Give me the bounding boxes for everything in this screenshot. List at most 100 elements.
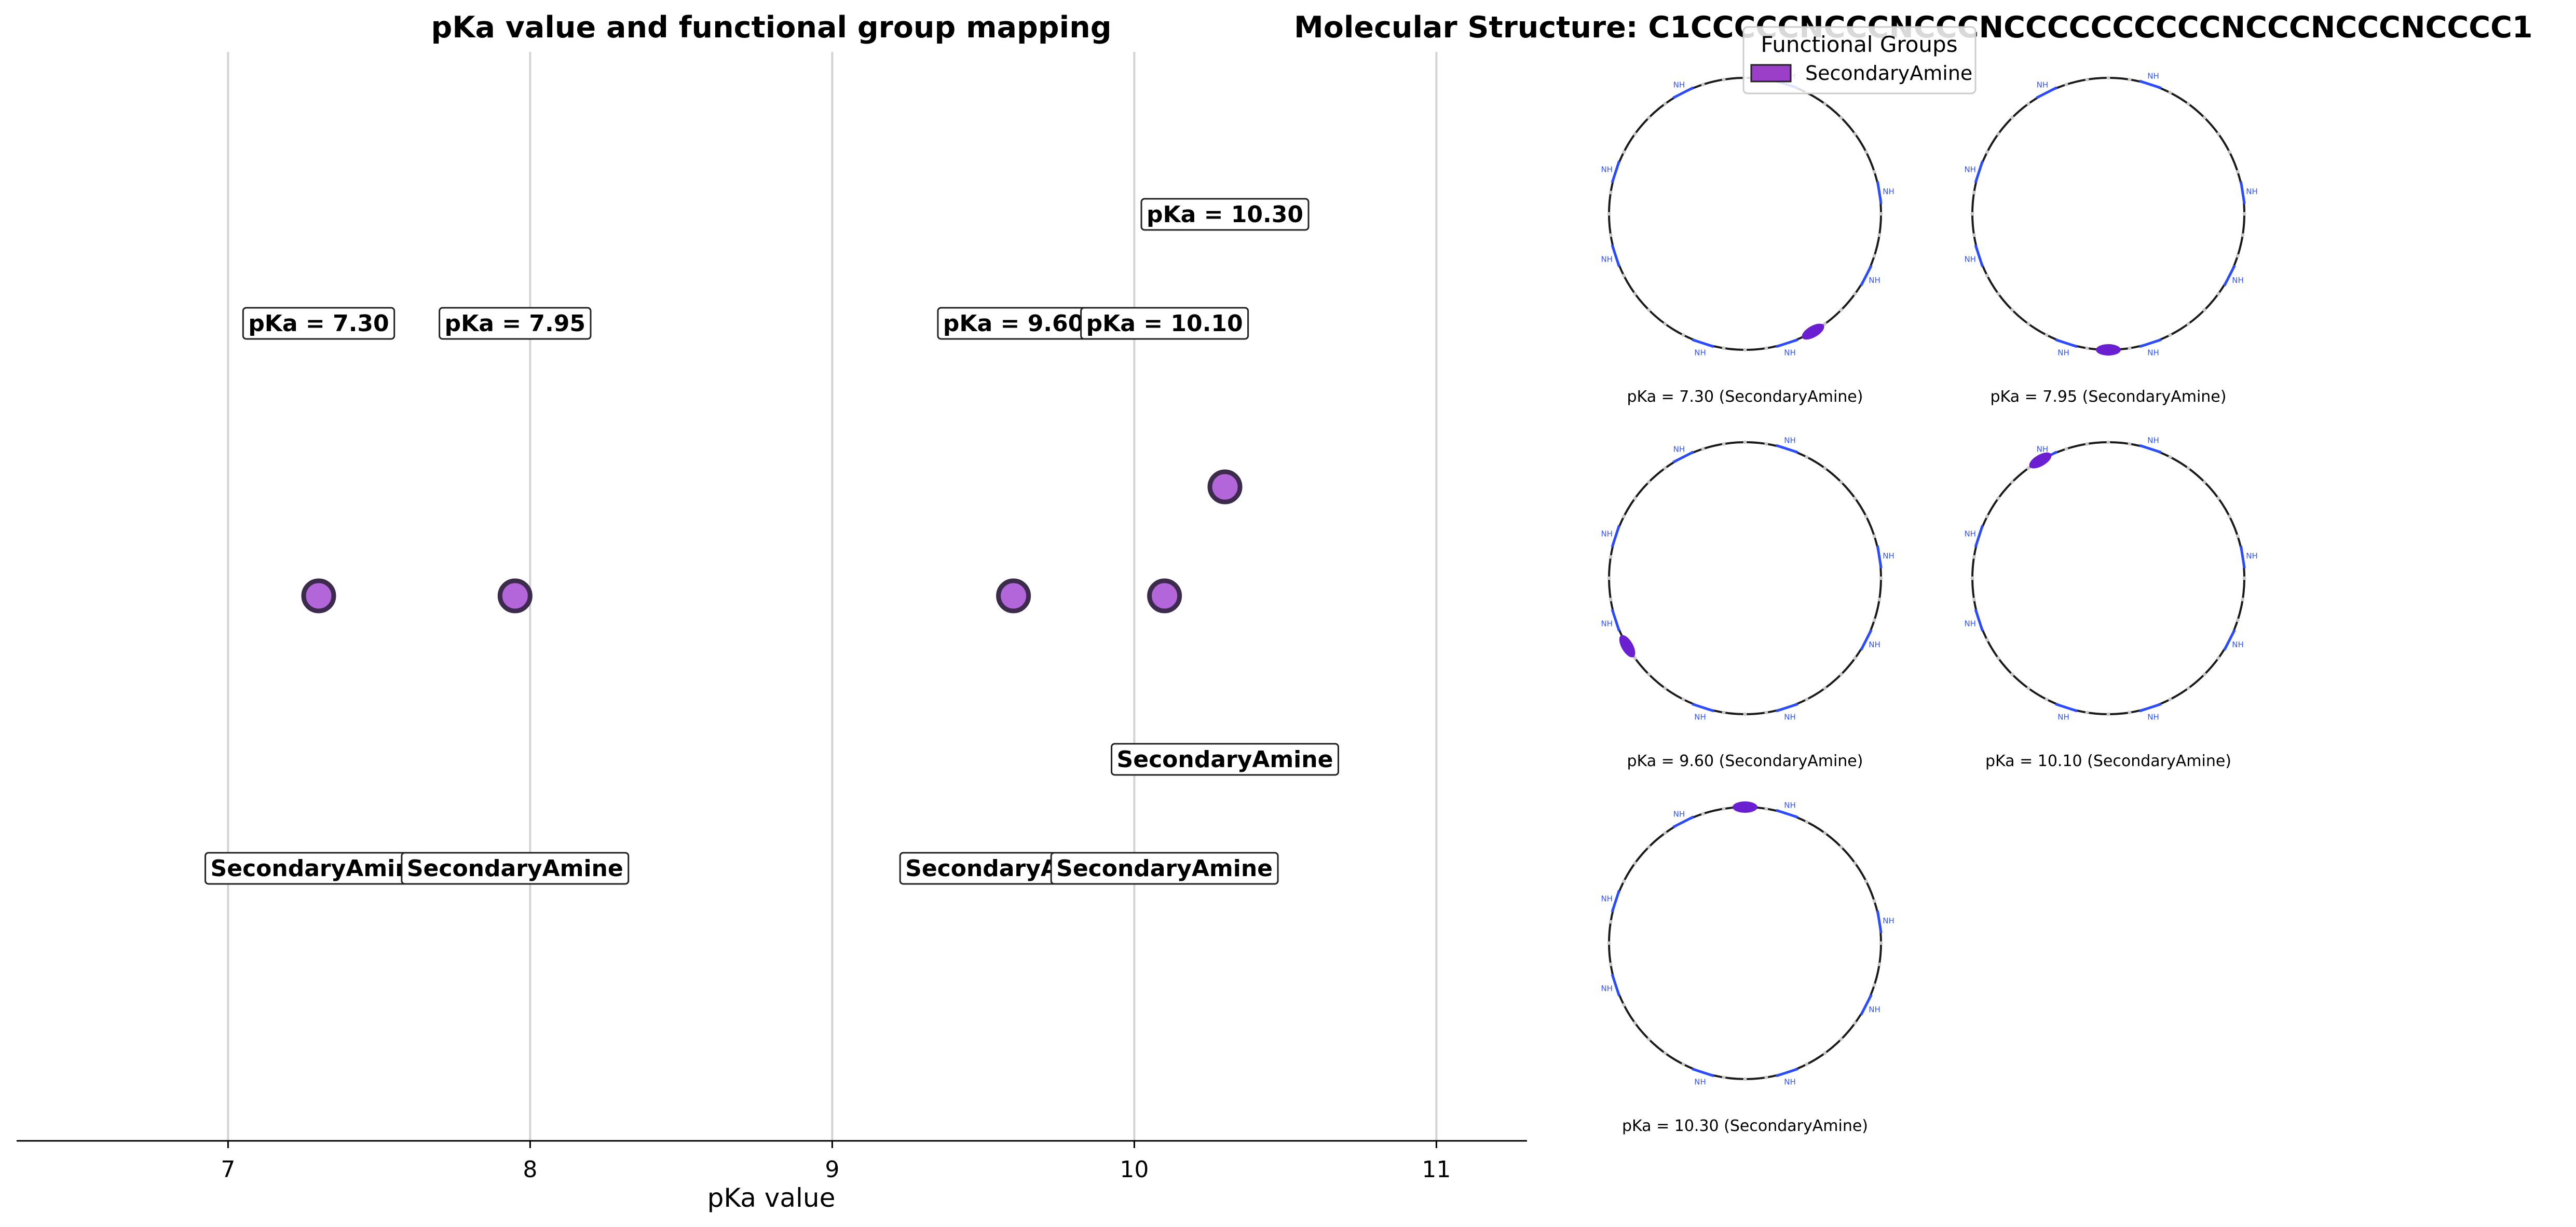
carbon-atom (2202, 672, 2206, 676)
nh-atom-label: NH (2147, 72, 2159, 81)
nitrogen-atom (1611, 609, 1620, 632)
nitrogen-atom (1692, 338, 1714, 348)
carbon-atom (2064, 447, 2068, 451)
highlighted-amine (1733, 801, 1757, 813)
carbon-atom (1743, 348, 1747, 352)
group-label-box (1050, 852, 1279, 885)
nh-atom-label: NH (1601, 165, 1613, 174)
nh-atom-label: NH (1964, 255, 1976, 264)
panel-caption: pKa = 10.30 (SecondaryAmine) (1622, 1117, 1868, 1135)
carbon-atom (2216, 496, 2220, 500)
carbon-atom (2227, 150, 2231, 154)
carbon-atom (1633, 496, 1637, 500)
carbon-atom (2236, 170, 2240, 174)
group-label-group: SecondaryAmine (1050, 852, 1279, 885)
carbon-atom (1805, 820, 1809, 824)
carbon-atom (1996, 132, 2000, 136)
carbon-atom (1872, 618, 1876, 622)
data-points (301, 469, 1243, 614)
highlighted-amine (1619, 635, 1635, 658)
pka-label: pKa = 7.95 (445, 310, 585, 337)
carbon-atom (1622, 274, 1626, 278)
carbon-atom (1853, 132, 1857, 136)
pka-label: pKa = 9.60 (943, 310, 1084, 337)
carbon-atom (1985, 514, 1989, 519)
carbon-atom (2186, 466, 2190, 470)
nitrogen-atom (1776, 1068, 1798, 1078)
nitrogen-atom (2223, 629, 2236, 651)
data-point (497, 578, 533, 614)
nitrogen-atom (2055, 338, 2078, 348)
carbon-atom (2241, 597, 2245, 602)
carbon-atom (1872, 983, 1876, 987)
pka-label: pKa = 7.30 (248, 310, 389, 337)
carbon-atom (2026, 102, 2030, 106)
carbon-atom (1622, 150, 1626, 154)
nh-atom-label: NH (1883, 187, 1894, 196)
nitrogen-atom (1611, 525, 1620, 548)
carbon-atom (1864, 514, 1868, 519)
nh-atom-label: NH (2232, 640, 2244, 649)
nitrogen-atom (1860, 629, 1873, 651)
nitrogen-atom (1611, 244, 1620, 267)
carbon-atom (1622, 514, 1626, 519)
nitrogen-atom (1672, 451, 1694, 463)
carbon-atom (1607, 941, 1611, 945)
carbon-atom (1864, 879, 1868, 883)
nitrogen-atom (1776, 809, 1798, 819)
carbon-atom (2168, 333, 2172, 337)
carbon-atom (1985, 274, 1989, 278)
carbon-atom (2026, 466, 2030, 470)
nh-atom-label: NH (2057, 348, 2069, 357)
nh-atom-label: NH (1673, 810, 1685, 819)
carbon-atom (1701, 83, 1705, 87)
carbon-atom (2202, 116, 2206, 120)
carbon-atom (2242, 576, 2246, 580)
carbon-atom (2106, 440, 2110, 444)
carbon-atom (1823, 322, 1827, 326)
carbon-atom (2216, 292, 2220, 296)
carbon-atom (1823, 831, 1827, 835)
pka-label-group: pKa = 7.30 (242, 307, 396, 340)
pka-label-box (1140, 198, 1310, 231)
carbon-atom (1609, 597, 1613, 602)
nitrogen-atom (1860, 265, 1873, 287)
carbon-atom (1622, 1003, 1626, 1007)
legend-swatch-secondary-amine (1750, 64, 1792, 83)
nh-atom-label: NH (2246, 551, 2258, 561)
carbon-atom (1633, 292, 1637, 296)
carbon-atom (1970, 576, 1974, 580)
carbon-atom (1823, 102, 1827, 106)
data-point (1207, 469, 1243, 505)
carbon-atom (1839, 672, 1843, 676)
nh-atom-label: NH (2057, 712, 2069, 721)
nh-atom-label: NH (1869, 1005, 1880, 1014)
x-axis-ticks: 7 8 9 10 11 (221, 1141, 1451, 1183)
pka-label-box (1080, 307, 1249, 340)
carbon-atom (1647, 672, 1651, 676)
data-point (1147, 578, 1182, 614)
group-label-box (1111, 743, 1339, 776)
nitrogen-atom (2139, 444, 2162, 454)
carbon-atom (1823, 1051, 1827, 1055)
carbon-atom (1872, 534, 1876, 538)
group-label-group: SecondaryAmine (1111, 743, 1339, 776)
carbon-atom (2216, 132, 2220, 136)
carbon-atom (2186, 322, 2190, 326)
nh-atom-label: NH (1784, 436, 1796, 445)
nh-atom-label: NH (1601, 984, 1613, 993)
carbon-atom (1805, 697, 1809, 701)
carbon-atom (1663, 831, 1667, 835)
carbon-atom (2045, 697, 2049, 701)
carbon-atom (1972, 555, 1976, 559)
nh-atom-label: NH (1694, 1077, 1706, 1086)
group-label: SecondaryAmine (407, 855, 623, 882)
nitrogen-atom (1692, 1068, 1714, 1078)
nh-atom-label: NH (1601, 894, 1613, 903)
nh-atom-label: NH (1601, 529, 1613, 538)
x-tick-label: 7 (221, 1156, 235, 1183)
nitrogen-atom (2223, 265, 2236, 287)
carbon-atom (1722, 711, 1726, 715)
nitrogen-atom (2036, 86, 2057, 99)
